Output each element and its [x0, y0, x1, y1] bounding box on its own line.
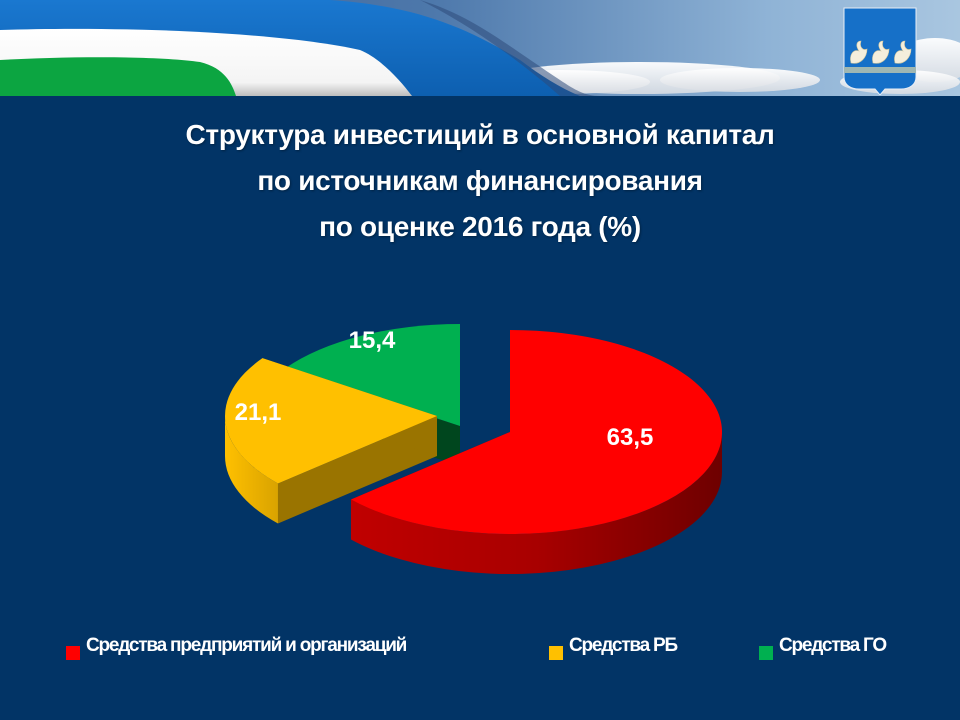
legend-item-go: Средства ГО: [759, 628, 887, 664]
pie-slice-0: 63,5: [350, 330, 722, 574]
pie-chart: 15,4 21,1 63,5: [0, 260, 960, 620]
pie-chart-canvas: 15,4 21,1 63,5: [225, 324, 722, 574]
legend-swatch-green: [759, 646, 773, 660]
header-banner: [0, 0, 960, 96]
title-line-1: Структура инвестиций в основной капитал: [185, 119, 775, 150]
legend-label: Средства РБ: [569, 635, 678, 656]
legend-swatch-red: [66, 646, 80, 660]
title-line-2: по источникам финансирования: [257, 165, 703, 196]
chart-legend: Средства предприятий и организаций Средс…: [0, 628, 960, 668]
legend-swatch-yellow: [549, 646, 563, 660]
header-decoration: [0, 0, 960, 96]
title-line-3: по оценке 2016 года (%): [319, 211, 641, 242]
coat-of-arms-swans-icon: [843, 7, 917, 95]
pie-slice-1: 21,1: [225, 358, 437, 524]
slide-title: Структура инвестиций в основной капитал …: [0, 112, 960, 250]
legend-item-rb: Средства РБ: [549, 628, 678, 664]
slice-value-label: 63,5: [607, 424, 654, 451]
legend-label: Средства ГО: [779, 635, 887, 656]
legend-label: Средства предприятий и организаций: [86, 635, 407, 656]
legend-item-enterprises: Средства предприятий и организаций: [66, 628, 407, 664]
slice-value-label: 15,4: [349, 327, 396, 354]
slice-value-label: 21,1: [235, 399, 282, 426]
